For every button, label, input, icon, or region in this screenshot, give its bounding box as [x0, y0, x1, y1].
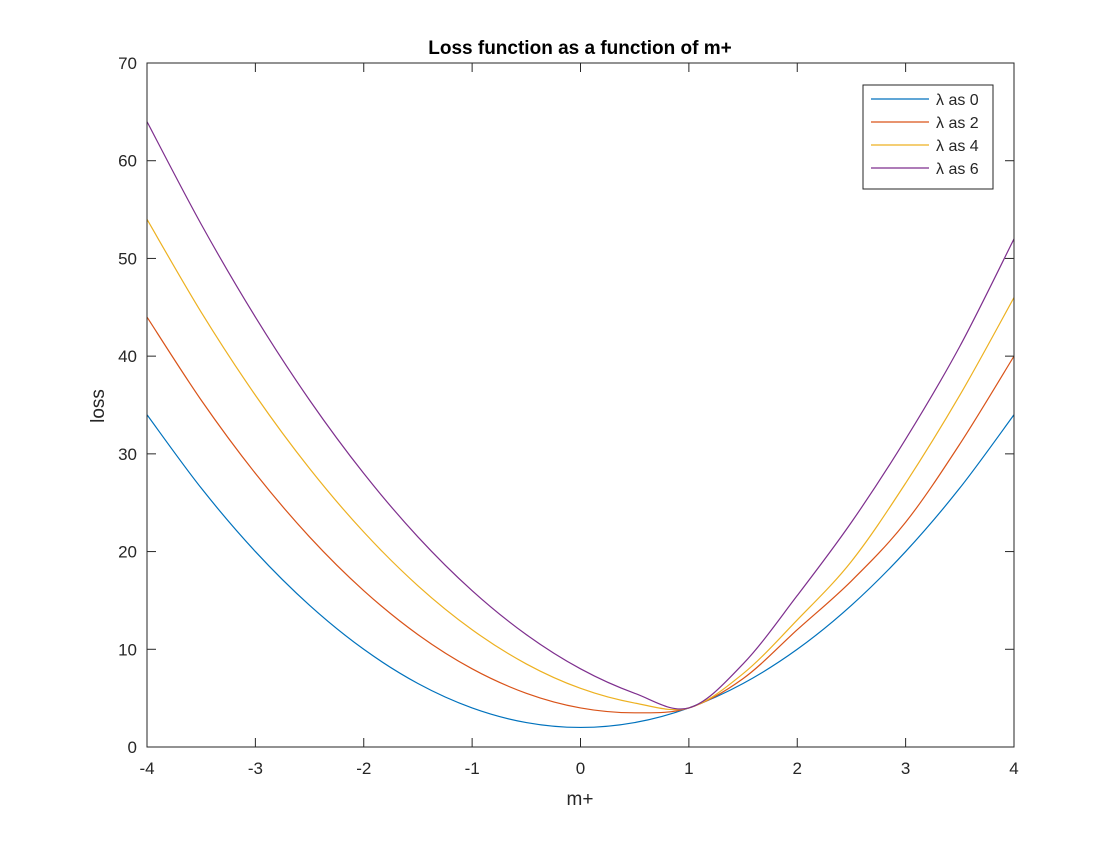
y-tick-label: 40 — [118, 347, 137, 366]
legend-label-1: λ as 2 — [936, 115, 979, 132]
legend-label-0: λ as 0 — [936, 92, 979, 109]
legend-label-2: λ as 4 — [936, 138, 979, 155]
series-group — [147, 121, 1014, 729]
x-tick-label: 3 — [901, 759, 910, 778]
y-tick-label: 30 — [118, 445, 137, 464]
x-tick-label: 0 — [576, 759, 585, 778]
legend-box — [862, 84, 994, 190]
series-line-3 — [147, 121, 1014, 710]
x-tick-label: -1 — [465, 759, 480, 778]
y-tick-label: 10 — [118, 640, 137, 659]
series-line-2 — [147, 219, 1014, 711]
x-tick-label: 4 — [1009, 759, 1018, 778]
y-tick-label: 60 — [118, 152, 137, 171]
y-tick-label: 50 — [118, 249, 137, 268]
y-axis-label: loss — [88, 389, 109, 423]
x-axis-label: m+ — [567, 789, 594, 810]
x-tick-label: 1 — [684, 759, 693, 778]
series-line-1 — [147, 316, 1014, 714]
x-tick-label: -2 — [356, 759, 371, 778]
chart-title: Loss function as a function of m+ — [428, 38, 732, 59]
x-tick-label: -3 — [248, 759, 263, 778]
x-tick-label: 2 — [793, 759, 802, 778]
y-tick-label: 70 — [118, 54, 137, 73]
x-tick-label: -4 — [139, 759, 154, 778]
y-tick-label: 20 — [118, 543, 137, 562]
legend-label-3: λ as 6 — [936, 161, 979, 178]
series-line-0 — [147, 414, 1014, 729]
y-tick-label: 0 — [128, 738, 137, 757]
legend: λ as 0 λ as 2 λ as 4 λ as 6 — [862, 84, 994, 190]
